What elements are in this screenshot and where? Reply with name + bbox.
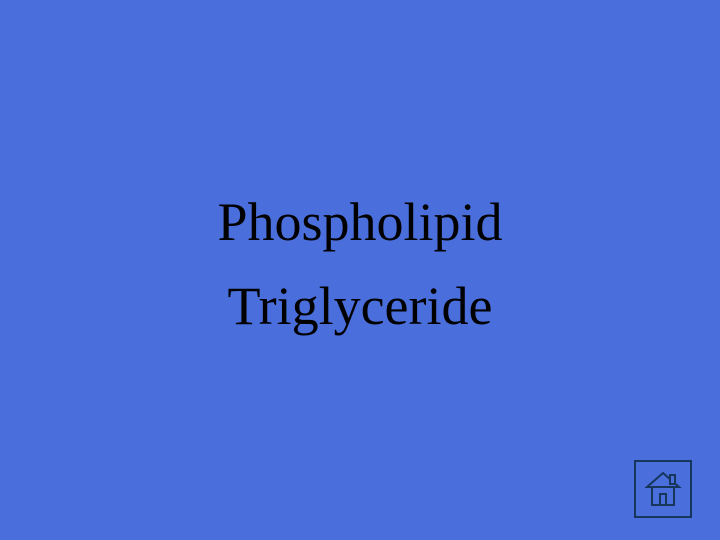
slide-content: Phospholipid Triglyceride	[0, 195, 720, 333]
answer-line-2: Triglyceride	[0, 279, 720, 333]
slide: Phospholipid Triglyceride	[0, 0, 720, 540]
home-button[interactable]	[634, 460, 692, 518]
home-icon	[643, 469, 683, 509]
answer-line-1: Phospholipid	[0, 195, 720, 249]
